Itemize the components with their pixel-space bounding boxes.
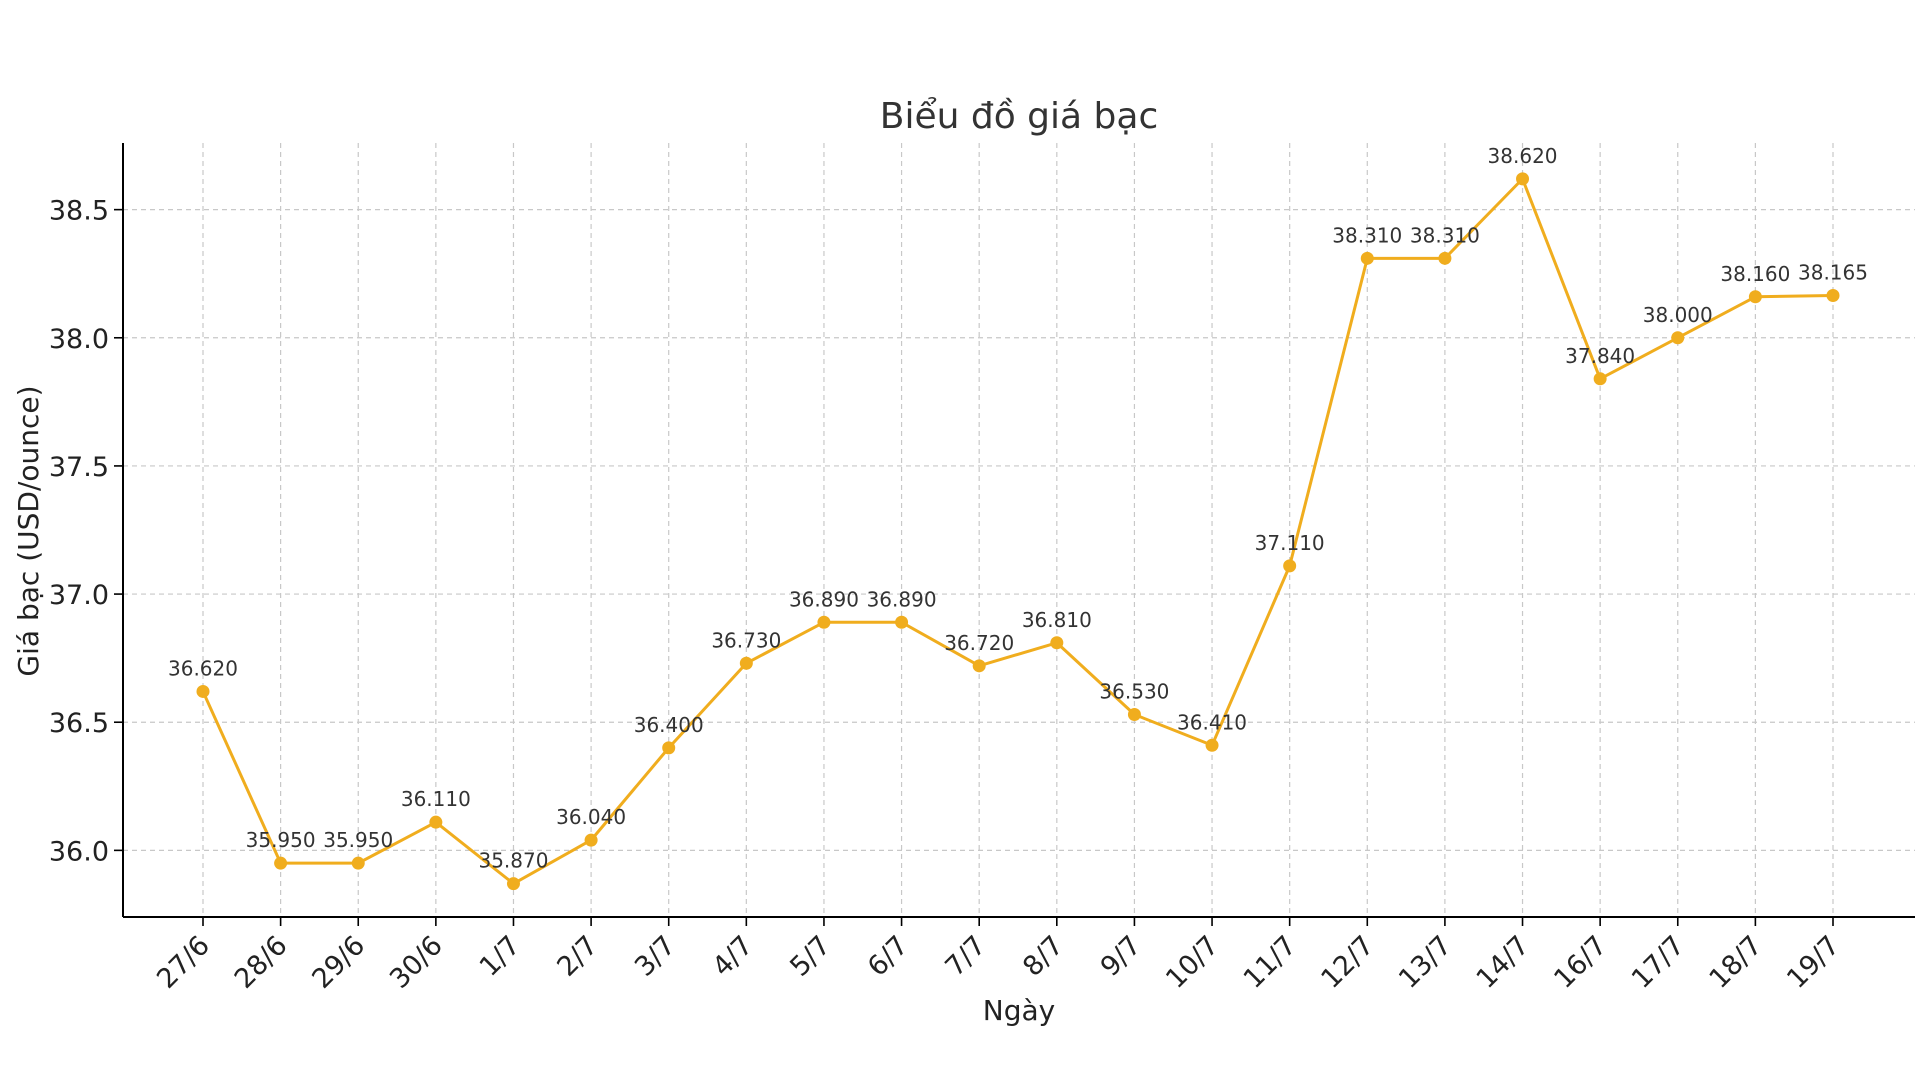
data-point xyxy=(817,615,831,629)
data-point xyxy=(739,656,753,670)
data-point xyxy=(1360,251,1374,265)
data-label: 38.310 xyxy=(1332,223,1402,247)
data-point xyxy=(584,833,598,847)
data-label: 36.810 xyxy=(1022,608,1092,632)
data-label: 36.730 xyxy=(711,628,781,652)
x-tick-label: 14/7 xyxy=(1471,930,1536,995)
y-tick-label: 37.5 xyxy=(49,452,109,483)
data-label: 35.950 xyxy=(246,828,316,852)
x-tick-label: 29/6 xyxy=(306,930,371,995)
data-label: 38.000 xyxy=(1643,303,1713,327)
y-tick-label: 36.5 xyxy=(49,708,109,739)
data-label: 37.840 xyxy=(1565,344,1635,368)
x-tick-label: 9/7 xyxy=(1095,930,1148,983)
y-axis-ticks: 36.0 36.5 37.0 37.5 38.0 38.5 xyxy=(49,196,123,867)
data-label: 36.400 xyxy=(634,713,704,737)
data-label: 36.110 xyxy=(401,787,471,811)
data-point xyxy=(1205,738,1219,752)
data-point xyxy=(1671,331,1685,345)
x-tick-label: 27/6 xyxy=(151,930,216,995)
x-tick-label: 2/7 xyxy=(551,930,604,983)
y-tick-label: 38.5 xyxy=(49,196,109,227)
data-label: 35.950 xyxy=(323,828,393,852)
x-tick-label: 8/7 xyxy=(1017,930,1070,983)
x-tick-label: 1/7 xyxy=(474,930,527,983)
data-point xyxy=(1127,708,1141,722)
data-point xyxy=(972,659,986,673)
grid-lines xyxy=(123,143,1915,917)
x-tick-label: 12/7 xyxy=(1315,930,1380,995)
series-silver-price xyxy=(196,172,1840,891)
x-tick-label: 4/7 xyxy=(707,930,760,983)
y-tick-label: 36.0 xyxy=(49,836,109,867)
data-point xyxy=(1516,172,1530,186)
axes xyxy=(122,143,1915,918)
x-tick-label: 16/7 xyxy=(1548,930,1613,995)
data-point xyxy=(429,815,443,829)
x-tick-label: 11/7 xyxy=(1238,930,1303,995)
data-label: 36.530 xyxy=(1099,680,1169,704)
data-point xyxy=(196,684,210,698)
data-label: 36.410 xyxy=(1177,710,1247,734)
x-tick-label: 18/7 xyxy=(1704,930,1769,995)
data-label: 38.620 xyxy=(1488,144,1558,168)
data-labels: 36.620 35.950 35.950 36.110 35.870 36.040 36.4… xyxy=(168,144,1868,873)
series-line xyxy=(201,177,1834,886)
y-axis-label: Giá bạc (USD/ounce) xyxy=(12,385,45,676)
data-label: 36.890 xyxy=(789,587,859,611)
x-tick-label: 28/6 xyxy=(229,930,294,995)
data-label: 38.160 xyxy=(1720,262,1790,286)
data-point xyxy=(895,615,909,629)
x-tick-label: 6/7 xyxy=(862,930,915,983)
chart-title: Biểu đồ giá bạc xyxy=(880,96,1159,137)
data-point xyxy=(351,856,365,870)
y-tick-label: 38.0 xyxy=(49,324,109,355)
data-label: 37.110 xyxy=(1255,531,1325,555)
data-label: 36.620 xyxy=(168,656,238,680)
data-label: 36.040 xyxy=(556,805,626,829)
data-point xyxy=(1593,372,1607,386)
x-tick-label: 5/7 xyxy=(784,930,837,983)
x-tick-label: 19/7 xyxy=(1781,930,1846,995)
data-point xyxy=(506,877,520,891)
data-label: 35.870 xyxy=(478,849,548,873)
x-tick-label: 10/7 xyxy=(1160,930,1225,995)
x-tick-label: 13/7 xyxy=(1393,930,1458,995)
data-label: 36.720 xyxy=(944,631,1014,655)
x-axis-label: Ngày xyxy=(983,994,1055,1027)
data-label: 38.310 xyxy=(1410,223,1480,247)
data-point xyxy=(1826,288,1840,302)
data-point xyxy=(274,856,288,870)
data-label: 36.890 xyxy=(867,587,937,611)
data-point xyxy=(1050,636,1064,650)
x-tick-label: 17/7 xyxy=(1626,930,1691,995)
x-tick-label: 7/7 xyxy=(939,930,992,983)
x-axis-ticks: 27/6 28/6 29/6 30/6 1/7 2/7 3/7 4/7 5/7 6/7 7/7 8/7… xyxy=(151,917,1846,995)
x-tick-label: 30/6 xyxy=(384,930,449,995)
data-point xyxy=(1438,251,1452,265)
x-tick-label: 3/7 xyxy=(629,930,682,983)
data-point xyxy=(662,741,676,755)
y-tick-label: 37.0 xyxy=(49,580,109,611)
data-label: 38.165 xyxy=(1798,260,1868,284)
data-point xyxy=(1283,559,1297,573)
data-point xyxy=(1748,290,1762,304)
